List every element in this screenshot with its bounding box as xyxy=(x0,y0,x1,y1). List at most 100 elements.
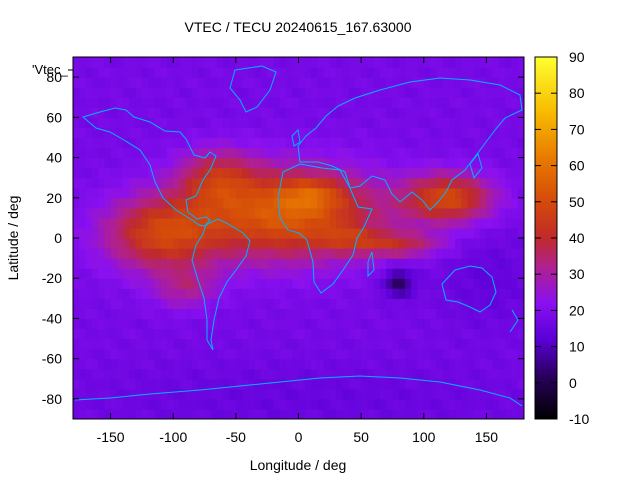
heatmap-cell xyxy=(267,67,275,78)
heatmap-cell xyxy=(229,107,237,118)
heatmap-cell xyxy=(430,268,437,279)
heatmap-cell xyxy=(198,378,206,390)
heatmap-cell xyxy=(505,318,513,330)
heatmap-cell xyxy=(141,137,149,149)
heatmap-cell xyxy=(379,147,387,159)
heatmap-cell xyxy=(455,288,462,299)
heatmap-cell xyxy=(461,298,469,309)
heatmap-cell xyxy=(442,107,450,118)
heatmap-cell xyxy=(98,137,105,149)
heatmap-cell xyxy=(517,127,524,139)
heatmap-cell xyxy=(285,147,293,159)
heatmap-cell xyxy=(85,167,93,179)
heatmap-cell xyxy=(367,388,375,400)
heatmap-cell xyxy=(304,217,312,229)
heatmap-cell xyxy=(123,187,130,199)
heatmap-cell xyxy=(123,318,130,330)
heatmap-cell xyxy=(498,338,506,350)
heatmap-cell xyxy=(148,127,156,139)
heatmap-cell xyxy=(267,217,275,229)
heatmap-cell xyxy=(217,358,224,370)
heatmap-cell xyxy=(129,258,137,269)
heatmap-cell xyxy=(185,107,193,118)
heatmap-cell xyxy=(473,197,481,209)
heatmap-cell xyxy=(166,117,174,128)
heatmap-cell xyxy=(417,368,425,380)
heatmap-cell xyxy=(123,258,130,269)
heatmap-cell xyxy=(423,308,431,320)
heatmap-cell xyxy=(204,308,212,320)
heatmap-cell xyxy=(498,328,506,340)
heatmap-cell xyxy=(217,67,224,78)
heatmap-cell xyxy=(135,117,143,128)
heatmap-cell xyxy=(373,127,381,139)
heatmap-cell xyxy=(430,358,437,370)
heatmap-cell xyxy=(73,358,80,370)
heatmap-cell xyxy=(386,268,394,279)
heatmap-cell xyxy=(160,338,168,350)
heatmap-cell xyxy=(480,328,488,340)
heatmap-cell xyxy=(480,338,488,350)
heatmap-cell xyxy=(486,258,494,269)
heatmap-cell xyxy=(285,197,293,209)
heatmap-cell xyxy=(436,338,444,350)
heatmap-cell xyxy=(411,57,419,68)
heatmap-cell xyxy=(511,238,519,249)
heatmap-cell xyxy=(248,217,256,229)
heatmap-cell xyxy=(392,107,400,118)
heatmap-cell xyxy=(423,67,431,78)
heatmap-cell xyxy=(323,388,331,400)
heatmap-cell xyxy=(311,227,318,239)
heatmap-cell xyxy=(430,187,437,199)
heatmap-cell xyxy=(285,77,293,88)
heatmap-cell xyxy=(336,318,343,330)
heatmap-cell xyxy=(473,288,481,299)
heatmap-cell xyxy=(179,308,187,320)
heatmap-cell xyxy=(135,87,143,98)
heatmap-cell xyxy=(160,67,168,78)
heatmap-cell xyxy=(91,197,99,209)
heatmap-cell xyxy=(411,408,419,419)
heatmap-cell xyxy=(348,308,356,320)
heatmap-cell xyxy=(242,147,249,159)
heatmap-cell xyxy=(492,207,500,219)
heatmap-cell xyxy=(448,408,456,419)
heatmap-cell xyxy=(480,187,488,199)
heatmap-cell xyxy=(148,368,156,380)
heatmap-cell xyxy=(248,137,256,149)
heatmap-cell xyxy=(198,368,206,380)
heatmap-cell xyxy=(229,338,237,350)
heatmap-cell xyxy=(455,177,462,189)
heatmap-cell xyxy=(110,368,118,380)
heatmap-cell xyxy=(486,238,494,249)
heatmap-cell xyxy=(198,107,206,118)
heatmap-cell xyxy=(430,388,437,400)
heatmap-cell xyxy=(379,107,387,118)
heatmap-cell xyxy=(217,77,224,88)
heatmap-cell xyxy=(517,248,524,259)
heatmap-cell xyxy=(317,258,325,269)
heatmap-cell xyxy=(511,408,519,419)
heatmap-cell xyxy=(204,217,212,229)
heatmap-cell xyxy=(110,157,118,169)
heatmap-cell xyxy=(104,157,112,169)
heatmap-cell xyxy=(79,298,87,309)
heatmap-cell xyxy=(210,268,218,279)
coastline-africa xyxy=(277,163,373,294)
heatmap-cell xyxy=(348,157,356,169)
heatmap-cell xyxy=(154,217,162,229)
heatmap-cell xyxy=(336,227,343,239)
heatmap-cell xyxy=(116,258,124,269)
heatmap-cell xyxy=(336,388,343,400)
heatmap-cell xyxy=(292,147,300,159)
heatmap-cell xyxy=(279,288,287,299)
heatmap-cell xyxy=(273,268,281,279)
heatmap-cell xyxy=(160,227,168,239)
heatmap-cell xyxy=(354,328,362,340)
heatmap-cell xyxy=(498,87,506,98)
heatmap-cell xyxy=(204,157,212,169)
heatmap-cell xyxy=(148,77,156,88)
heatmap-cell xyxy=(317,238,325,249)
heatmap-cell xyxy=(235,227,243,239)
heatmap-cell xyxy=(317,348,325,360)
